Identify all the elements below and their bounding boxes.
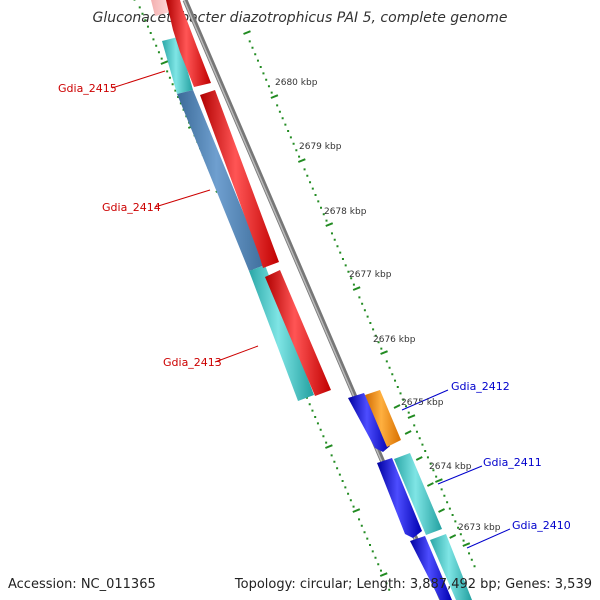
cds-reverse-gdia-2413[interactable] [265, 270, 331, 396]
ruler-label-2675: 2675 kbp [401, 398, 444, 408]
gene-feature-gdia-2415[interactable] [162, 37, 193, 94]
reverse-gene-track [151, 0, 314, 401]
topology-summary: Topology: circular; Length: 3,887,492 bp… [234, 577, 592, 592]
ruler-tick [380, 350, 388, 355]
ruler-tick [270, 94, 279, 99]
ruler-label-2680: 2680 kbp [275, 78, 318, 88]
gene-feature-gdia-2414[interactable] [177, 90, 265, 271]
gene-label-gdia-2411[interactable]: Gdia_2411 [483, 456, 542, 469]
ruler-label-2673: 2673 kbp [458, 523, 501, 533]
gene-label-gdia-2412[interactable]: Gdia_2412 [451, 380, 510, 393]
ruler-tick [325, 222, 334, 227]
gene-label-gdia-2410[interactable]: Gdia_2410 [512, 519, 571, 532]
ruler-tick [352, 286, 361, 291]
ruler-tick [297, 158, 306, 163]
ruler-major-tick [426, 482, 434, 487]
gene-label-gdia-2414[interactable]: Gdia_2414 [102, 201, 161, 214]
ruler-tick [325, 444, 333, 449]
gene-feature-gdia-2411[interactable] [394, 453, 442, 535]
cds-forward-gdia-2410[interactable] [410, 536, 452, 600]
ruler-tick [462, 542, 471, 547]
gene-feature-gdia-2413[interactable] [249, 265, 314, 401]
ruler-major-tick [404, 430, 412, 435]
ruler-major-tick [449, 534, 457, 539]
gene-feature-top-partial [151, 0, 170, 16]
ruler-tick [379, 572, 388, 577]
gene-labels: Gdia_2415 Gdia_2414 Gdia_2413 Gdia_2412 … [58, 82, 571, 532]
label-leaders [111, 70, 511, 549]
cds-forward-gdia-2412-a[interactable] [348, 393, 390, 452]
forward-gene-track [365, 390, 472, 600]
gene-feature-gdia-2412[interactable] [365, 390, 401, 447]
ruler-label-2676: 2676 kbp [373, 335, 416, 345]
cds-forward-gdia-2411[interactable] [377, 458, 422, 538]
ruler-tick [160, 60, 169, 65]
ruler-tick [435, 478, 443, 483]
ruler-major-tick [438, 508, 445, 513]
reverse-cds-track [166, 0, 331, 396]
ruler-tick [243, 30, 251, 35]
ruler-tick [352, 508, 361, 513]
ruler-tick [407, 414, 416, 419]
ruler-labels: 2680 kbp 2679 kbp 2678 kbp 2677 kbp 2676… [275, 78, 501, 533]
cds-reverse-gdia-2414[interactable] [200, 90, 279, 268]
ruler-major-tick [415, 456, 423, 461]
forward-cds-track [348, 393, 452, 600]
gene-label-gdia-2415[interactable]: Gdia_2415 [58, 82, 117, 95]
gene-feature-gdia-2410[interactable] [430, 534, 472, 600]
accession-label: Accession: NC_011365 [8, 577, 156, 592]
ruler-major-tick [393, 404, 401, 409]
ruler-label-2679: 2679 kbp [299, 142, 342, 152]
gene-label-gdia-2413[interactable]: Gdia_2413 [163, 356, 222, 369]
ruler-label-2677: 2677 kbp [349, 270, 392, 280]
ruler-label-2674: 2674 kbp [429, 462, 472, 472]
ruler-label-2678: 2678 kbp [324, 207, 367, 217]
cds-reverse-gdia-2415[interactable] [166, 0, 211, 87]
